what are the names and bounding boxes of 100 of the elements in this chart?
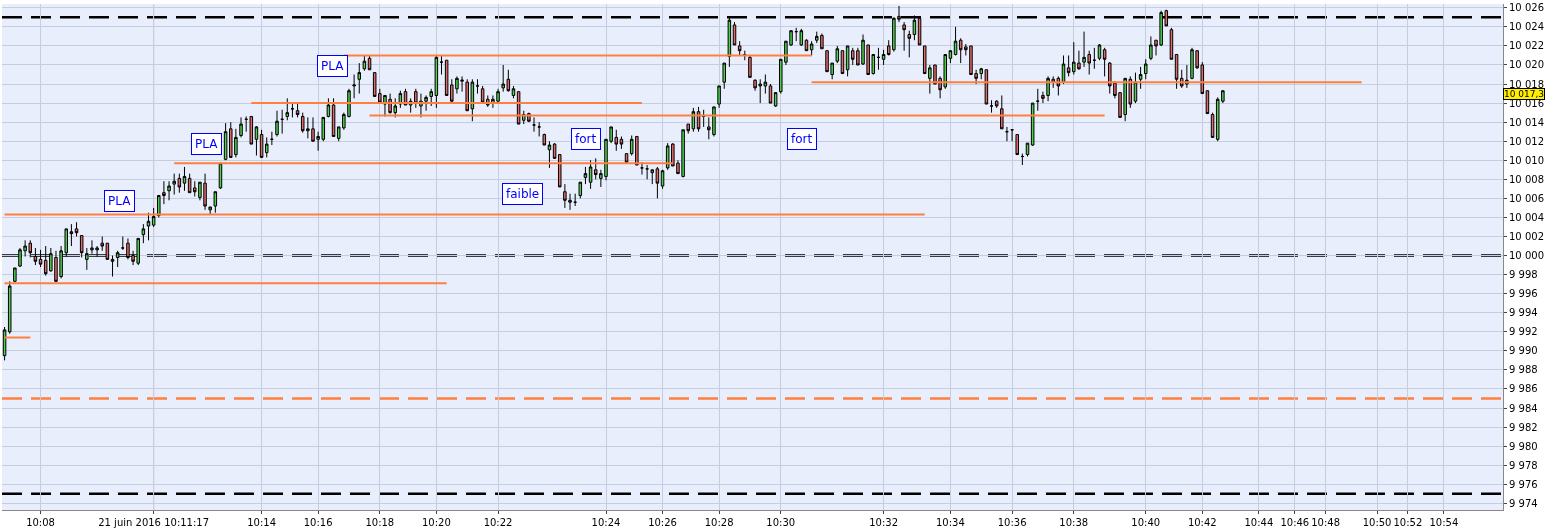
y-tick-label: 9 996 — [1509, 288, 1538, 300]
x-tick-label: 10:34 — [936, 517, 965, 528]
annotation: PLA — [195, 137, 219, 151]
x-tick-label: 10:52 — [1393, 517, 1423, 528]
y-tick-label: 9 982 — [1509, 421, 1538, 433]
candlestick — [542, 133, 547, 146]
candlestick — [907, 30, 912, 58]
candlestick — [1102, 47, 1107, 77]
x-tick-label: 10:30 — [766, 517, 796, 528]
y-tick-label: 10 010 — [1509, 154, 1544, 166]
candlestick — [953, 26, 958, 56]
candlestick — [902, 21, 906, 52]
candlestick — [362, 54, 367, 72]
candlestick — [573, 193, 577, 207]
candlestick — [989, 99, 994, 114]
x-tick-label: 10:26 — [648, 517, 677, 528]
y-tick-label: 10 006 — [1509, 192, 1544, 204]
x-tick-label: 10:44 — [1244, 517, 1274, 528]
candlestick — [645, 164, 649, 180]
y-tick-label: 9 994 — [1509, 307, 1538, 319]
candlestick — [357, 62, 362, 95]
candlestick — [270, 131, 274, 146]
annotation: fort — [791, 132, 813, 146]
x-tick-label: 21 juin 2016 10:11:17 — [98, 517, 210, 528]
candlestick — [619, 135, 624, 150]
annotation: faible — [506, 187, 540, 201]
annotation: PLA — [108, 194, 132, 208]
y-tick-label: 9 974 — [1509, 497, 1538, 509]
candlestick — [722, 62, 726, 90]
y-tick-label: 10 012 — [1509, 135, 1544, 147]
y-tick-label: 10 018 — [1509, 78, 1544, 90]
y-tick-label: 10 004 — [1509, 211, 1544, 223]
y-tick-label: 10 008 — [1509, 173, 1544, 185]
candlestick — [121, 236, 125, 251]
x-tick-label: 10:54 — [1429, 517, 1459, 528]
candlestick — [1030, 102, 1035, 147]
candlestick — [290, 102, 295, 118]
y-tick-label: 10 002 — [1509, 231, 1544, 243]
candlestick — [439, 54, 444, 76]
candlestick — [1138, 66, 1143, 90]
candlestick — [146, 212, 151, 241]
annotation: PLA — [321, 59, 345, 73]
text: 10 017,3 — [1504, 89, 1545, 99]
y-tick-label: 10 000 — [1509, 250, 1544, 262]
candlestick — [295, 102, 300, 118]
y-tick-label: 9 988 — [1509, 364, 1538, 376]
candlestick — [352, 74, 356, 99]
candlestick — [182, 166, 187, 192]
candlestick — [254, 125, 259, 157]
candlestick — [578, 181, 583, 199]
y-tick-label: 9 986 — [1509, 383, 1538, 395]
x-tick-label: 10:18 — [365, 517, 395, 528]
y-tick-label: 9 998 — [1509, 269, 1538, 281]
x-tick-label: 10:46 — [1280, 517, 1310, 528]
y-tick-label: 9 992 — [1509, 326, 1538, 338]
y-tick-label: 10 022 — [1509, 40, 1544, 52]
x-tick-label: 10:48 — [1311, 517, 1341, 528]
candlestick — [799, 28, 804, 47]
candlestick — [280, 109, 284, 135]
candlestick — [588, 159, 593, 190]
candlestick — [110, 255, 115, 278]
x-tick-label: 10:36 — [997, 517, 1027, 528]
candlestick — [249, 115, 254, 145]
candlestick — [835, 45, 840, 64]
x-tick-label: 10:40 — [1131, 517, 1161, 528]
candlestick — [244, 115, 248, 133]
candlestick — [285, 97, 290, 121]
candlestick — [1036, 88, 1040, 112]
x-tick-label: 10:42 — [1187, 517, 1217, 528]
x-tick-label: 10:24 — [591, 517, 621, 528]
candlestick — [326, 97, 331, 118]
y-tick-label: 9 984 — [1509, 402, 1538, 414]
x-tick-label: 10:16 — [303, 517, 333, 528]
candlestick — [547, 140, 552, 169]
candlestick — [1092, 47, 1097, 70]
y-tick-label: 10 024 — [1509, 21, 1544, 33]
candlestick — [13, 267, 17, 283]
y-tick-label: 9 976 — [1509, 478, 1538, 490]
x-tick-label: 10:28 — [704, 517, 734, 528]
candlestick — [1005, 126, 1009, 142]
candlestick — [1010, 129, 1014, 142]
candlestick — [1143, 58, 1148, 80]
candlestick — [881, 49, 886, 66]
x-tick-label: 10:38 — [1059, 517, 1089, 528]
candlestick — [239, 116, 243, 138]
x-tick-label: 10:20 — [421, 517, 451, 528]
y-tick-label: 10 026 — [1509, 2, 1544, 14]
candlestick — [7, 280, 12, 335]
x-tick-label: 10:50 — [1362, 517, 1392, 528]
candlestick — [151, 207, 156, 228]
candlestick — [748, 54, 752, 78]
candlestick — [537, 121, 541, 137]
y-tick-label: 10 014 — [1509, 116, 1544, 128]
y-tick-label: 9 980 — [1509, 440, 1538, 452]
x-tick-label: 10:32 — [869, 517, 898, 528]
candlestick — [511, 85, 516, 99]
candlestick — [1015, 134, 1019, 156]
annotation: fort — [575, 132, 597, 146]
candlestick — [660, 169, 665, 190]
candlestick — [809, 40, 814, 56]
